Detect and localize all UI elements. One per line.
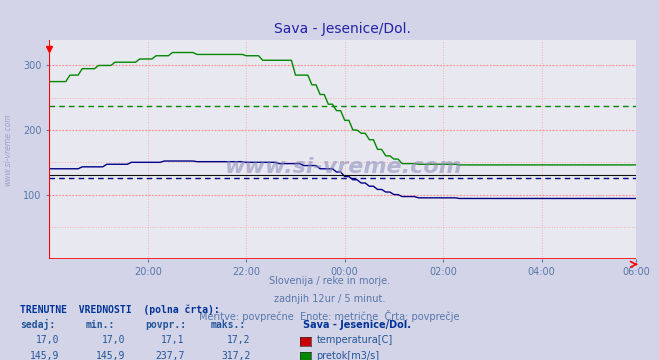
Text: 145,9: 145,9	[96, 351, 125, 360]
Text: Sava - Jesenice/Dol.: Sava - Jesenice/Dol.	[303, 320, 411, 330]
Text: maks.:: maks.:	[211, 320, 246, 330]
Text: 145,9: 145,9	[30, 351, 59, 360]
Text: Slovenija / reke in morje.: Slovenija / reke in morje.	[269, 276, 390, 287]
Text: www.si-vreme.com: www.si-vreme.com	[224, 157, 461, 177]
Title: Sava - Jesenice/Dol.: Sava - Jesenice/Dol.	[274, 22, 411, 36]
Text: TRENUTNE  VREDNOSTI  (polna črta):: TRENUTNE VREDNOSTI (polna črta):	[20, 305, 219, 315]
Text: 17,1: 17,1	[161, 336, 185, 346]
Text: sedaj:: sedaj:	[20, 319, 55, 330]
Text: www.si-vreme.com: www.si-vreme.com	[3, 113, 13, 186]
Text: 17,0: 17,0	[101, 336, 125, 346]
Text: 17,2: 17,2	[227, 336, 250, 346]
Text: 237,7: 237,7	[155, 351, 185, 360]
Text: 17,0: 17,0	[36, 336, 59, 346]
Text: min.:: min.:	[86, 320, 115, 330]
Text: povpr.:: povpr.:	[145, 320, 186, 330]
Text: Meritve: povprečne  Enote: metrične  Črta: povprečje: Meritve: povprečne Enote: metrične Črta:…	[199, 310, 460, 323]
Text: zadnjih 12ur / 5 minut.: zadnjih 12ur / 5 minut.	[273, 294, 386, 305]
Text: temperatura[C]: temperatura[C]	[316, 336, 393, 346]
Text: 317,2: 317,2	[221, 351, 250, 360]
Text: pretok[m3/s]: pretok[m3/s]	[316, 351, 380, 360]
